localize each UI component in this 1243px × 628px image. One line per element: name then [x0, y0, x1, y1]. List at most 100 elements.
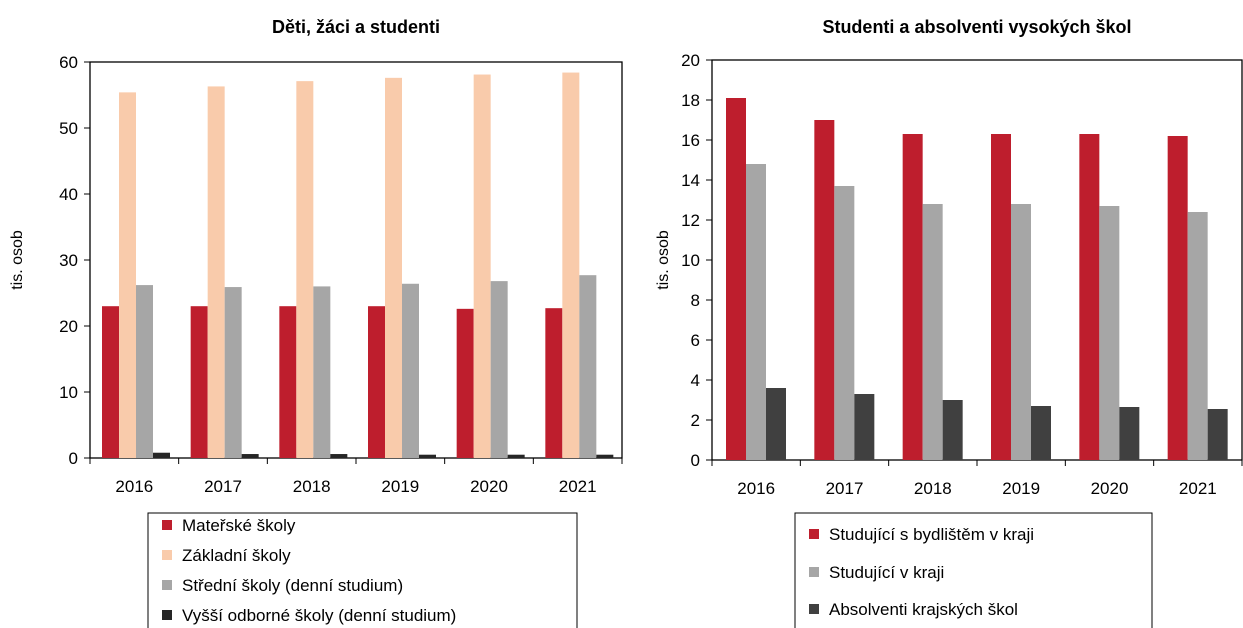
bar-2017-series-4: [241, 454, 259, 458]
x-tick-label: 2017: [826, 479, 864, 498]
bar-2018-series-4: [330, 454, 348, 458]
chart-1: Děti, žáci a studenti tis. osob 0 10 20 30 40 5…: [9, 17, 623, 628]
y-tick-label: 4: [691, 371, 700, 390]
bar-2019-series-2: [385, 77, 402, 458]
legend-label: Mateřské školy: [182, 516, 296, 535]
x-tick-label: 2021: [559, 477, 597, 496]
x-tick-label: 2017: [204, 477, 242, 496]
legend-label: Vyšší odborné školy (denní studium): [182, 606, 456, 625]
chart-title: Děti, žáci a studenti: [272, 17, 440, 37]
bar-2016-series-1: [102, 306, 119, 458]
legend-swatch: [809, 529, 819, 539]
bar-2016-series-2: [119, 92, 136, 459]
legend-swatch: [162, 520, 172, 530]
y-tick-label: 12: [681, 211, 700, 230]
bar-2018-series-3: [942, 400, 963, 460]
y-tick-label: 30: [59, 251, 78, 270]
bar-2018-series-2: [922, 204, 943, 460]
bar-2017-series-1: [814, 120, 835, 460]
y-tick-label: 60: [59, 53, 78, 72]
legend-frame: [794, 512, 1153, 628]
y-tick-label: 16: [681, 131, 700, 150]
y-axis-label: tis. osob: [9, 230, 26, 290]
x-tick-label: 2016: [115, 477, 153, 496]
bar-2019-series-1: [368, 306, 385, 458]
bar-2017-series-3: [854, 394, 875, 460]
bar-2017-series-2: [834, 186, 855, 460]
x-tick-label: 2018: [293, 477, 331, 496]
legend-label: Absolventi krajských škol: [829, 600, 1018, 619]
bar-2021-series-1: [1167, 136, 1188, 460]
bar-2019-series-4: [419, 454, 436, 458]
y-tick-label: 18: [681, 91, 700, 110]
bar-2020-series-3: [490, 281, 508, 458]
y-tick-label: 20: [59, 317, 78, 336]
legend-swatch: [162, 550, 172, 560]
bar-2020-series-1: [1079, 134, 1100, 460]
x-tick-label: 2018: [914, 479, 952, 498]
x-tick-label: 2020: [1091, 479, 1129, 498]
legend-swatch: [809, 567, 819, 577]
x-tick-label: 2019: [381, 477, 419, 496]
bar-2018-series-2: [296, 81, 314, 458]
y-tick-label: 14: [681, 171, 700, 190]
bar-2021-series-4: [596, 454, 614, 458]
y-tick-label: 10: [681, 251, 700, 270]
y-tick-label: 0: [691, 451, 700, 470]
y-axis-label: tis. osob: [655, 230, 672, 290]
x-tick-label: 2020: [470, 477, 508, 496]
chart-title: Studenti a absolventi vysokých škol: [822, 17, 1131, 37]
bar-2016-series-4: [153, 452, 170, 458]
legend: Mateřské školy Základní školy Střední škol…: [147, 512, 578, 628]
y-tick-label: 40: [59, 185, 78, 204]
bar-2018-series-1: [279, 306, 297, 458]
y-tick-label: 2: [691, 411, 700, 430]
y-tick-label: 6: [691, 331, 700, 350]
bar-2020-series-1: [456, 308, 474, 458]
y-tick-label: 8: [691, 291, 700, 310]
bar-2020-series-4: [507, 454, 525, 458]
legend-frame: [147, 512, 578, 628]
bar-2021-series-2: [1187, 212, 1208, 460]
bar-2017-series-3: [224, 287, 242, 458]
bar-2017-series-2: [207, 86, 225, 459]
bar-2016-series-1: [726, 98, 746, 460]
y-tick-label: 50: [59, 119, 78, 138]
x-tick-label: 2016: [737, 479, 775, 498]
plot-area-frame: [711, 59, 1243, 461]
legend-swatch: [809, 604, 819, 614]
bar-2021-series-3: [1207, 409, 1228, 460]
bar-2021-series-2: [562, 72, 580, 458]
bar-2020-series-2: [1099, 206, 1120, 460]
legend: Studující s bydlištěm v kraji Studující v…: [794, 512, 1153, 628]
bar-2019-series-1: [991, 134, 1011, 460]
y-tick-label: 0: [69, 449, 78, 468]
bar-2020-series-2: [473, 74, 491, 458]
y-tick-label: 10: [59, 383, 78, 402]
bar-2016-series-2: [746, 164, 766, 460]
legend-swatch: [162, 610, 172, 620]
bar-2016-series-3: [136, 285, 153, 458]
bar-2019-series-3: [402, 283, 419, 458]
bar-2018-series-3: [313, 286, 331, 458]
bar-2021-series-1: [545, 308, 563, 458]
x-tick-label: 2021: [1179, 479, 1217, 498]
legend-label: Studující s bydlištěm v kraji: [829, 525, 1034, 544]
legend-label: Střední školy (denní studium): [182, 576, 403, 595]
bar-2021-series-3: [579, 275, 597, 458]
legend-label: Základní školy: [182, 546, 291, 565]
bar-2020-series-3: [1119, 407, 1140, 460]
legend-label: Studující v kraji: [829, 563, 944, 582]
bar-2016-series-3: [766, 388, 786, 460]
bar-2017-series-1: [190, 306, 208, 458]
bar-2018-series-1: [902, 134, 923, 460]
chart-2: Studenti a absolventi vysokých škol tis. …: [655, 17, 1243, 628]
bar-2019-series-3: [1031, 406, 1051, 460]
x-tick-label: 2019: [1002, 479, 1040, 498]
plot-area-frame: [89, 61, 623, 459]
legend-swatch: [162, 580, 172, 590]
bar-2019-series-2: [1011, 204, 1031, 460]
y-tick-label: 20: [681, 51, 700, 70]
